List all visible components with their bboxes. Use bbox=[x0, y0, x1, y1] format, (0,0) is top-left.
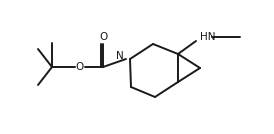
Text: N: N bbox=[116, 51, 124, 61]
Text: O: O bbox=[76, 62, 84, 72]
Text: HN: HN bbox=[200, 32, 215, 42]
Text: O: O bbox=[99, 32, 107, 42]
